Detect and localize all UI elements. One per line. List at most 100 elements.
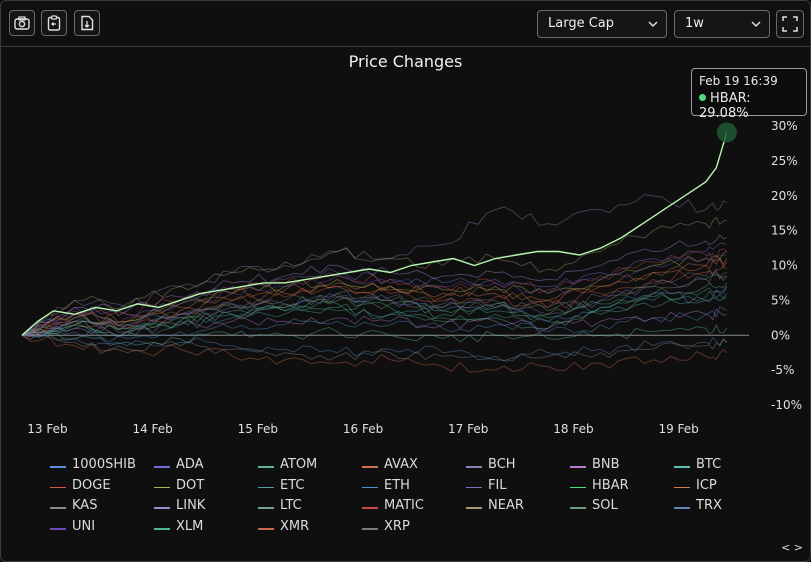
series-line-eth[interactable] [21, 305, 728, 343]
legend-swatch [258, 466, 274, 468]
legend-swatch [466, 507, 482, 509]
legend-label: AVAX [384, 457, 418, 472]
series-line-matic[interactable] [21, 248, 728, 336]
legend-swatch [570, 507, 586, 509]
series-line-xrp[interactable] [21, 269, 727, 336]
legend-swatch [258, 528, 274, 530]
pager-next-button[interactable]: > [793, 541, 803, 554]
y-tick-label: -10% [771, 398, 802, 412]
legend-swatch [362, 486, 378, 489]
series-line-1000shib[interactable] [21, 286, 728, 336]
timeframe-select[interactable]: 1w [674, 10, 770, 38]
series-line-uni[interactable] [21, 251, 727, 337]
tooltip-value: HBAR: 29.08% [699, 91, 751, 121]
legend-pager: < > [781, 541, 803, 554]
legend-label: HBAR [592, 477, 629, 493]
legend-swatch [570, 486, 586, 489]
series-line-avax[interactable] [21, 257, 728, 337]
legend-swatch [674, 486, 690, 489]
legend-swatch [674, 466, 690, 468]
series-line-ada[interactable] [21, 242, 727, 336]
legend-label: LTC [280, 498, 302, 514]
legend-label: LINK [176, 498, 206, 514]
legend-swatch [154, 507, 170, 509]
series-line-ltc[interactable] [21, 281, 728, 336]
camera-icon[interactable] [9, 10, 35, 36]
series-line-xmr[interactable] [21, 334, 728, 373]
legend-label: DOGE [72, 477, 111, 493]
legend-swatch [154, 486, 170, 489]
tooltip-time: Feb 19 16:39 [699, 74, 778, 88]
y-tick-label: 15% [771, 224, 798, 238]
legend-label: ADA [176, 457, 204, 472]
clipboard-icon[interactable] [41, 10, 67, 36]
series-line-icp[interactable] [21, 257, 728, 336]
timeframe-select-value: 1w [685, 16, 704, 31]
legend-swatch [50, 486, 66, 489]
price-change-chart: 30% 25% 20% 15% 10% 5% 0% -5% -10% 13 Feb 14 Feb 15… [21, 119, 802, 436]
legend-swatch [154, 466, 170, 468]
series-line-fil[interactable] [21, 272, 727, 336]
legend-label: UNI [72, 519, 96, 535]
toolbar: Large Cap 1w [0, 0, 811, 47]
legend-label: SOL [592, 498, 618, 514]
y-tick-label: 25% [771, 154, 798, 168]
legend-label: NEAR [488, 498, 524, 514]
y-tick-label: 20% [771, 189, 798, 203]
legend-swatch [258, 507, 274, 509]
hover-tooltip: Feb 19 16:39 HBAR: 29.08% [691, 68, 807, 121]
x-tick-label: 18 Feb [553, 422, 593, 436]
legend-label: ATOM [280, 457, 318, 472]
y-tick-label: 30% [771, 119, 798, 133]
legend-label: BNB [592, 457, 620, 472]
series-line-btc[interactable] [21, 323, 728, 346]
series-line-bnb[interactable] [21, 308, 727, 340]
legend-label: MATIC [384, 498, 424, 514]
legend-swatch [258, 486, 274, 489]
market-cap-select[interactable]: Large Cap [537, 10, 667, 38]
y-tick-label: 10% [771, 259, 798, 273]
legend-label: ETC [280, 477, 305, 493]
series-line-atom[interactable] [21, 296, 727, 337]
series-line-sol[interactable] [21, 274, 728, 337]
legend-swatch [154, 528, 170, 530]
fullscreen-icon[interactable] [776, 10, 804, 38]
series-line-hbar[interactable] [21, 132, 728, 336]
x-tick-label: 16 Feb [343, 422, 383, 436]
legend-label: XMR [280, 519, 310, 535]
chevron-down-icon [751, 11, 761, 47]
pager-prev-button[interactable]: < [781, 541, 791, 554]
legend-swatch [362, 528, 378, 530]
legend-swatch [570, 466, 586, 468]
chart-title: Price Changes [348, 52, 463, 71]
legend-swatch [50, 528, 66, 530]
legend-swatch [466, 486, 482, 489]
chevron-down-icon [648, 11, 658, 47]
legend-swatch [362, 507, 378, 509]
y-tick-label: -5% [771, 363, 794, 377]
legend-label: FIL [488, 477, 507, 493]
series-line-trx[interactable] [21, 333, 728, 362]
x-tick-label: 17 Feb [448, 422, 488, 436]
legend-swatch [466, 466, 482, 468]
series-line-etc[interactable] [21, 290, 728, 337]
series-line-doge[interactable] [21, 266, 728, 336]
legend-label: KAS [72, 498, 98, 514]
x-tick-label: 14 Feb [132, 422, 172, 436]
series-line-dot[interactable] [21, 251, 728, 336]
legend-swatch [50, 507, 66, 509]
legend-label: 1000SHIB [72, 457, 136, 472]
legend-swatch [674, 507, 690, 509]
legend-swatch [362, 466, 378, 468]
legend-label: BCH [488, 457, 516, 472]
series-line-near[interactable] [21, 216, 727, 336]
x-tick-label: 13 Feb [27, 422, 67, 436]
series-line-xlm[interactable] [21, 286, 728, 336]
series-line-kas[interactable] [21, 331, 728, 361]
legend-label: TRX [696, 498, 722, 514]
tooltip-series-dot [699, 94, 706, 101]
legend-label: ICP [696, 477, 717, 493]
download-file-icon[interactable] [74, 10, 100, 36]
legend-label: XLM [176, 519, 204, 535]
